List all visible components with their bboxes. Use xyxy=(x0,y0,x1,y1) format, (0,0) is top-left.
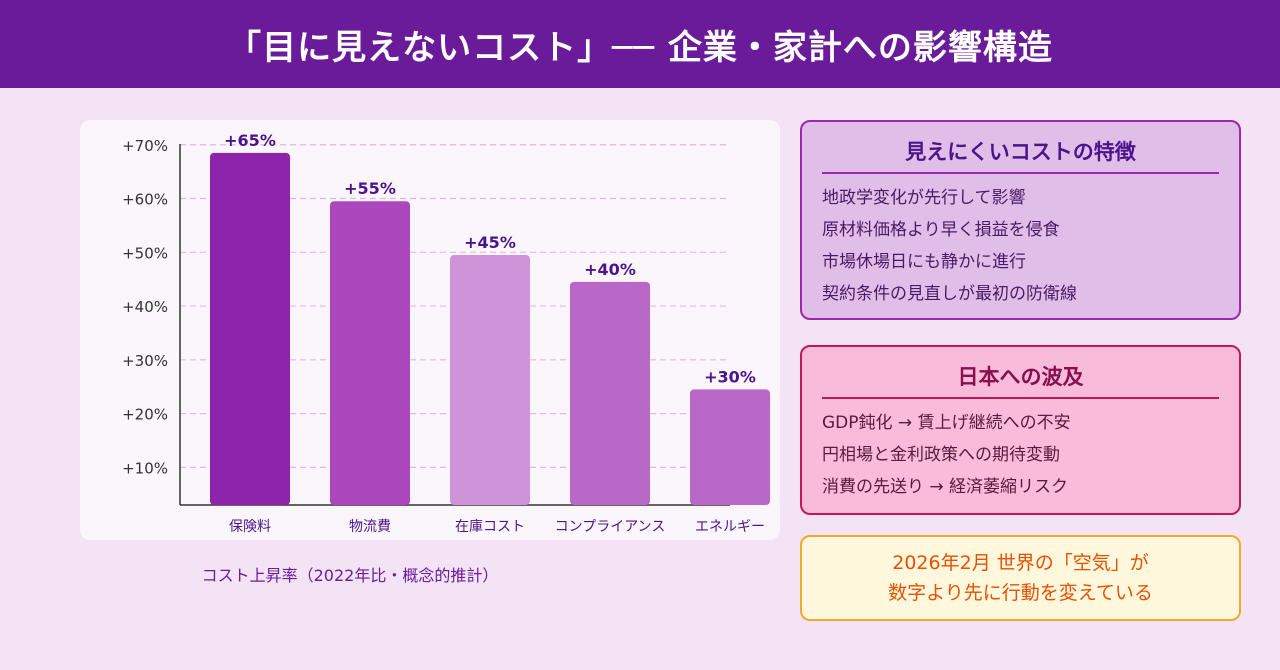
x-tick-label: 保険料 xyxy=(229,519,271,535)
bar xyxy=(210,152,290,505)
list-item: 契約条件の見直しが最初の防衛線 xyxy=(822,284,1077,304)
list-item: 円相場と金利政策への期待変動 xyxy=(822,445,1060,465)
x-tick-label: 物流費 xyxy=(349,519,391,535)
bar-chart: +10% +20% +30% +40% +50% +60% +70% +65% 保険料 +55% 物… xyxy=(122,131,770,535)
data-label: +40% xyxy=(584,260,636,279)
list-item: 市場休場日にも静かに進行 xyxy=(822,252,1026,272)
callout-line-1: 2026年2月 世界の「空気」が xyxy=(892,552,1149,574)
y-tick-label: +70% xyxy=(122,137,168,155)
x-tick-label: エネルギー xyxy=(695,519,765,535)
list-item: 地政学変化が先行して影響 xyxy=(822,188,1026,208)
bar xyxy=(570,281,650,505)
y-tick-label: +30% xyxy=(122,352,168,370)
data-label: +30% xyxy=(704,367,756,386)
bar xyxy=(330,201,410,505)
summary-callout: 2026年2月 世界の「空気」が 数字より先に行動を変えている xyxy=(800,535,1241,621)
x-tick-label: コンプライアンス xyxy=(555,519,666,535)
y-tick-label: +50% xyxy=(122,244,168,262)
callout-line-2: 数字より先に行動を変えている xyxy=(888,582,1153,604)
bar xyxy=(450,254,530,505)
bar xyxy=(690,389,770,505)
list-item: 消費の先送り → 経済萎縮リスク xyxy=(822,477,1069,497)
card-title: 日本への波及 xyxy=(822,361,1219,399)
page-title: 「目に見えないコスト」── 企業・家計への影響構造 xyxy=(227,27,1053,68)
data-label: +55% xyxy=(344,179,396,198)
data-label: +45% xyxy=(464,233,516,252)
card-title: 見えにくいコストの特徴 xyxy=(822,136,1219,174)
y-tick-label: +20% xyxy=(122,406,168,424)
y-tick-label: +40% xyxy=(122,298,168,316)
header-bar: 「目に見えないコスト」── 企業・家計への影響構造 xyxy=(0,0,1280,88)
list-item: 原材料価格より早く損益を侵食 xyxy=(822,220,1060,240)
chart-panel: +10% +20% +30% +40% +50% +60% +70% +65% 保険料 +55% 物… xyxy=(80,120,780,540)
y-tick-label: +10% xyxy=(122,459,168,477)
y-tick-label: +60% xyxy=(122,191,168,209)
data-label: +65% xyxy=(224,131,276,150)
hidden-cost-features-card: 見えにくいコストの特徴 地政学変化が先行して影響 原材料価格より早く損益を侵食 … xyxy=(800,120,1241,320)
japan-impact-card: 日本への波及 GDP鈍化 → 賃上げ継続への不安 円相場と金利政策への期待変動 … xyxy=(800,345,1241,515)
x-tick-label: 在庫コスト xyxy=(455,518,525,535)
list-item: GDP鈍化 → 賃上げ継続への不安 xyxy=(822,413,1071,433)
chart-caption: コスト上昇率（2022年比・概念的推計） xyxy=(201,566,499,585)
